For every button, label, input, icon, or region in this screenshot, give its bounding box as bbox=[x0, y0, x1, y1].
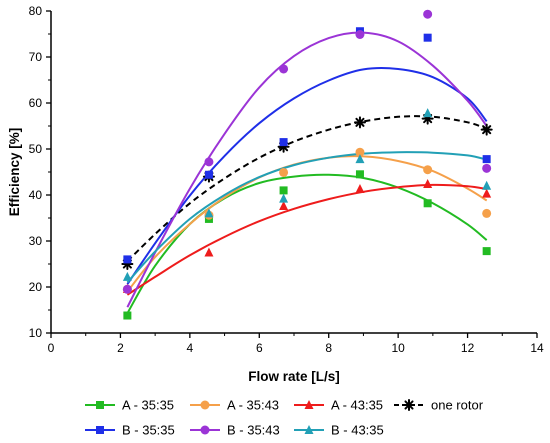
legend-label: A - 35:43 bbox=[227, 398, 279, 413]
data-point-b-35-43 bbox=[122, 284, 132, 294]
legend-item-one-rotor: one rotor bbox=[394, 398, 484, 413]
data-point-b-43-35 bbox=[279, 193, 289, 203]
y-axis-title: Efficiency [%] bbox=[7, 128, 22, 217]
data-point-a-43-35 bbox=[482, 188, 492, 198]
data-point-b-35-35 bbox=[423, 33, 432, 42]
fit-curve-a-35-35 bbox=[126, 173, 488, 314]
fit-curves bbox=[126, 31, 488, 314]
legend-item-a-35-43: A - 35:43 bbox=[190, 398, 279, 413]
data-point-a-43-35 bbox=[355, 184, 365, 194]
x-tick-label: 4 bbox=[187, 341, 194, 355]
data-point-one-rotor bbox=[353, 116, 366, 129]
legend-marker bbox=[96, 426, 104, 434]
x-tick-label: 8 bbox=[325, 341, 332, 355]
data-point-b-43-35 bbox=[122, 271, 132, 281]
data-point-a-35-35 bbox=[423, 199, 432, 208]
data-point-b-43-35 bbox=[482, 180, 492, 190]
y-tick-label: 60 bbox=[29, 96, 43, 110]
legend-marker bbox=[304, 425, 314, 434]
x-tick-label: 14 bbox=[530, 341, 544, 355]
y-tick-label: 70 bbox=[29, 50, 43, 64]
data-point-b-35-43 bbox=[482, 163, 492, 173]
data-point-b-43-35 bbox=[423, 108, 433, 118]
data-point-b-35-43 bbox=[355, 29, 365, 39]
y-tick-label: 10 bbox=[29, 326, 43, 340]
data-point-a-35-35 bbox=[123, 311, 132, 320]
data-point-a-35-35 bbox=[482, 247, 491, 256]
legend-label: A - 43:35 bbox=[331, 398, 383, 413]
x-tick-label: 12 bbox=[461, 341, 475, 355]
fit-curve-b-43-35 bbox=[126, 151, 487, 284]
data-point-a-35-43 bbox=[279, 167, 289, 177]
data-point-a-43-35 bbox=[204, 247, 214, 257]
data-point-b-35-35 bbox=[279, 138, 288, 147]
legend-marker bbox=[403, 399, 415, 411]
legend-marker bbox=[304, 400, 314, 409]
data-points bbox=[121, 9, 493, 320]
x-tick-label: 6 bbox=[256, 341, 263, 355]
y-tick-label: 20 bbox=[29, 280, 43, 294]
fit-curve-one-rotor bbox=[126, 115, 488, 262]
legend-label: one rotor bbox=[431, 398, 484, 413]
data-point-a-35-43 bbox=[482, 208, 492, 218]
legend-marker bbox=[200, 400, 210, 410]
x-tick-label: 2 bbox=[117, 341, 124, 355]
legend-marker bbox=[96, 401, 104, 409]
legend-item-b-35-35: B - 35:35 bbox=[85, 423, 175, 438]
data-point-b-35-35 bbox=[482, 155, 491, 164]
data-point-one-rotor bbox=[480, 123, 493, 136]
fit-curve-a-43-35 bbox=[126, 183, 487, 296]
legend: A - 35:35 A - 35:43 A - 43:35 one rotor B - … bbox=[85, 398, 484, 438]
data-point-a-35-35 bbox=[355, 170, 364, 179]
fit-curve-a-35-43 bbox=[126, 155, 488, 293]
legend-label: B - 35:43 bbox=[227, 423, 280, 438]
x-tick-label: 0 bbox=[48, 341, 55, 355]
y-tick-label: 40 bbox=[29, 188, 43, 202]
data-point-b-35-43 bbox=[423, 9, 433, 19]
y-tick-label: 50 bbox=[29, 142, 43, 156]
data-point-a-43-35 bbox=[279, 201, 289, 211]
legend-item-b-35-43: B - 35:43 bbox=[190, 423, 280, 438]
x-tick-label: 10 bbox=[391, 341, 405, 355]
data-point-b-35-35 bbox=[204, 170, 213, 179]
data-point-b-35-35 bbox=[123, 255, 132, 264]
legend-item-a-43-35: A - 43:35 bbox=[294, 398, 383, 413]
legend-marker bbox=[200, 425, 210, 435]
data-point-b-35-43 bbox=[279, 64, 289, 74]
legend-label: B - 43:35 bbox=[331, 423, 384, 438]
legend-item-b-43-35: B - 43:35 bbox=[294, 423, 384, 438]
data-point-b-43-35 bbox=[355, 154, 365, 164]
legend-item-a-35-35: A - 35:35 bbox=[85, 398, 174, 413]
x-axis-title: Flow rate [L/s] bbox=[248, 369, 340, 384]
y-tick-label: 30 bbox=[29, 234, 43, 248]
fit-curve-b-35-35 bbox=[126, 67, 488, 285]
legend-label: A - 35:35 bbox=[122, 398, 174, 413]
axes: 0 2 4 6 8 10 12 14 10 20 30 40 50 60 70 80 bbox=[29, 4, 544, 355]
data-point-b-43-35 bbox=[204, 208, 214, 218]
data-point-a-43-35 bbox=[423, 178, 433, 188]
data-point-a-35-43 bbox=[423, 165, 433, 175]
data-point-a-35-35 bbox=[279, 186, 288, 195]
data-point-b-35-43 bbox=[204, 157, 214, 167]
data-point-a-35-43 bbox=[355, 147, 365, 157]
y-tick-label: 80 bbox=[29, 4, 43, 18]
fit-curve-b-35-43 bbox=[126, 31, 488, 308]
legend-label: B - 35:35 bbox=[122, 423, 175, 438]
